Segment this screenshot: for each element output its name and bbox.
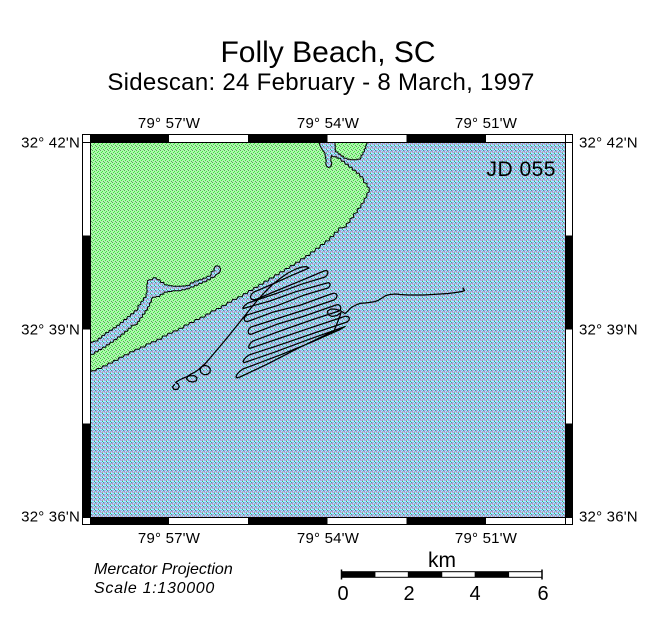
map-title: Folly Beach, SC xyxy=(220,36,436,69)
scale-note: Scale 1:130000 xyxy=(94,580,216,597)
lon-label-bottom-0: 79° 57'W xyxy=(137,530,201,547)
scalebar-number-3: 6 xyxy=(536,583,549,605)
scalebar-unit-label: km xyxy=(428,549,456,572)
lon-label-top-1: 79° 54'W xyxy=(296,114,359,132)
scalebar-number-2: 4 xyxy=(468,583,481,605)
lon-label-bottom-2: 79° 51'W xyxy=(454,530,518,547)
lon-label-top-2: 79° 51'W xyxy=(454,114,518,132)
lon-label-top-0: 79° 57'W xyxy=(137,114,201,132)
scalebar xyxy=(340,569,543,580)
lon-label-bottom-1: 79° 54'W xyxy=(296,530,359,547)
mainland xyxy=(90,142,370,374)
creek xyxy=(90,265,222,357)
lat-label-left-1: 32° 39'N xyxy=(21,321,80,338)
lat-label-left-0: 32° 42'N xyxy=(21,134,80,151)
lat-label-left-2: 32° 36'N xyxy=(21,508,80,526)
julian-day-label: JD 055 xyxy=(486,157,556,181)
lat-label-right-2: 32° 36'N xyxy=(578,508,638,526)
scalebar-number-0: 0 xyxy=(337,583,349,605)
map-subtitle: Sidescan: 24 February - 8 March, 1997 xyxy=(107,69,535,96)
survey-track xyxy=(171,265,466,391)
lat-label-right-0: 32° 42'N xyxy=(578,134,638,151)
lat-label-right-1: 32° 39'N xyxy=(578,321,638,338)
projection-label: Mercator Projection xyxy=(94,561,233,578)
islet xyxy=(334,142,368,161)
scalebar-number-1: 2 xyxy=(402,583,415,605)
map-frame xyxy=(82,134,573,525)
